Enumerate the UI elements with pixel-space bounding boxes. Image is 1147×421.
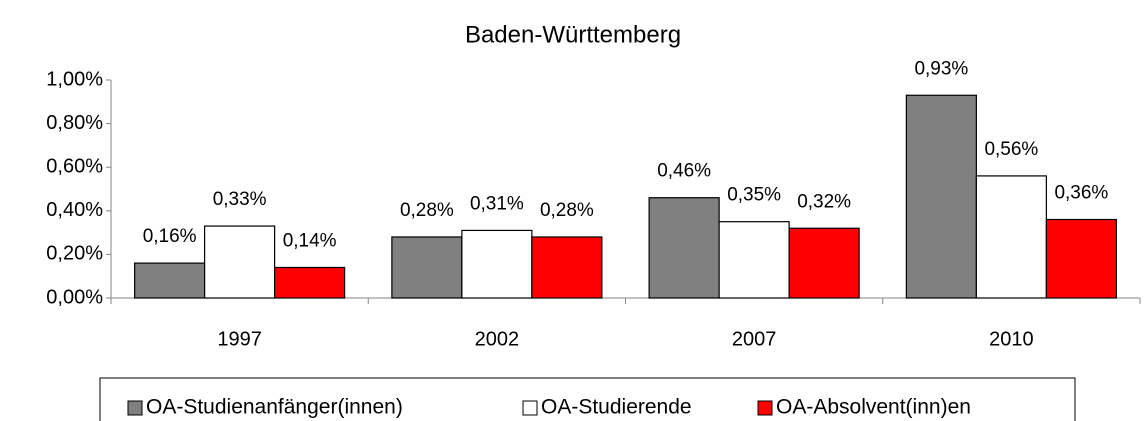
bar bbox=[274, 266, 346, 299]
bar bbox=[1045, 218, 1117, 299]
data-label: 0,35% bbox=[727, 185, 781, 206]
x-tick-label: 1997 bbox=[217, 328, 262, 350]
bar bbox=[718, 221, 790, 299]
bar bbox=[391, 236, 463, 299]
legend-label: OA-Absolvent(inn)en bbox=[776, 396, 971, 419]
y-tick-label: 0,00% bbox=[46, 286, 103, 308]
chart-title: Baden-Württemberg bbox=[465, 21, 681, 48]
bar bbox=[648, 197, 720, 299]
data-label: 0,93% bbox=[914, 58, 968, 79]
y-tick-label: 1,00% bbox=[46, 68, 103, 90]
data-label: 0,16% bbox=[143, 226, 197, 247]
data-label: 0,33% bbox=[213, 189, 267, 210]
bar bbox=[461, 229, 533, 299]
data-label: 0,14% bbox=[283, 230, 337, 251]
data-label: 0,28% bbox=[400, 200, 454, 221]
legend-swatch bbox=[522, 400, 538, 416]
data-label: 0,46% bbox=[657, 161, 711, 182]
legend-swatch bbox=[757, 400, 773, 416]
data-label: 0,31% bbox=[470, 193, 524, 214]
bar bbox=[134, 262, 206, 299]
x-tick-label: 2002 bbox=[475, 328, 520, 350]
x-tick-label: 2010 bbox=[989, 328, 1034, 350]
x-tick-label: 2007 bbox=[732, 328, 777, 350]
data-label: 0,32% bbox=[797, 191, 851, 212]
data-label: 0,36% bbox=[1054, 183, 1108, 204]
legend-label: OA-Studienanfänger(innen) bbox=[146, 396, 403, 419]
data-label: 0,56% bbox=[984, 139, 1038, 160]
y-tick-label: 0,60% bbox=[46, 155, 103, 177]
bar bbox=[531, 236, 603, 299]
y-tick-label: 0,20% bbox=[46, 243, 103, 265]
bar bbox=[788, 227, 860, 299]
bar bbox=[204, 225, 276, 299]
y-tick-label: 0,80% bbox=[46, 112, 103, 134]
y-tick-label: 0,40% bbox=[46, 199, 103, 221]
data-label: 0,28% bbox=[540, 200, 594, 221]
legend-label: OA-Studierende bbox=[541, 396, 692, 419]
legend-box bbox=[99, 377, 1076, 421]
legend-swatch bbox=[127, 400, 143, 416]
bar bbox=[905, 94, 977, 299]
bar bbox=[975, 175, 1047, 299]
